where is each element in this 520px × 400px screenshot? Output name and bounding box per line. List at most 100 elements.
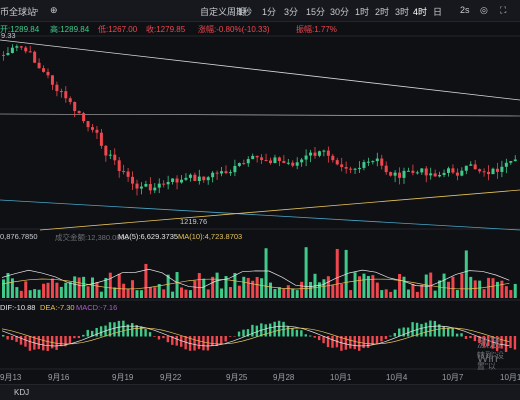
candle-body: [251, 155, 255, 160]
volume-bar: [286, 285, 290, 298]
candle-body: [326, 150, 330, 156]
candle-body: [166, 181, 170, 185]
macd-histogram-bar: [215, 336, 218, 347]
volume-bar: [411, 284, 415, 298]
volume-bar: [513, 283, 517, 298]
macd-histogram-bar: [455, 333, 459, 337]
volume-bar: [166, 274, 170, 298]
tab-30m[interactable]: 30分: [330, 7, 350, 17]
custom-period-button[interactable]: 自定义周期: [200, 7, 246, 17]
volume-bar: [269, 282, 272, 298]
volume-bar: [113, 287, 117, 298]
candle-body: [108, 154, 112, 156]
symbol-name[interactable]: 币全球站: [0, 7, 37, 17]
tab-2h[interactable]: 2时: [375, 7, 390, 17]
volume-bar: [215, 272, 219, 298]
windows-activation-hint: 转到"设置"以: [477, 351, 504, 371]
tab-3h[interactable]: 3时: [395, 7, 410, 17]
volume-bar: [504, 286, 508, 298]
candle-body: [269, 160, 272, 164]
search-icon[interactable]: ⌕: [34, 5, 40, 15]
volume-bar: [19, 290, 23, 298]
macd-histogram-bar: [113, 322, 116, 337]
macd-histogram-bar: [309, 335, 312, 337]
volume-bar: [384, 289, 388, 298]
candlestick-chart[interactable]: 9月13 9月16 9月19 9月22 9月25 9月28 10月1 10月4 10月7 10月1…: [0, 0, 520, 384]
candle-body: [358, 167, 361, 169]
candle-body: [313, 152, 317, 156]
candle-body: [122, 170, 126, 172]
macd-histogram-bar: [317, 336, 321, 341]
fullscreen-icon[interactable]: ⛶: [500, 5, 507, 15]
volume-bar: [15, 287, 19, 298]
candle-body: [153, 187, 157, 191]
candle-body: [82, 113, 86, 122]
candle-body: [139, 186, 143, 189]
tab-1h[interactable]: 1时: [355, 7, 370, 17]
macd-histogram-bar: [313, 336, 316, 338]
tab-3m[interactable]: 3分: [284, 7, 299, 17]
tab-15m[interactable]: 15分: [306, 7, 326, 17]
candle-body: [50, 75, 54, 85]
candle-body: [144, 183, 148, 187]
tab-1s[interactable]: 1秒: [238, 7, 253, 17]
high-value: 高:1289.84: [50, 25, 90, 34]
tab-1m[interactable]: 1分: [262, 7, 277, 17]
volume-bar: [415, 291, 419, 298]
volume-bar: [317, 282, 321, 298]
candle-body: [162, 183, 166, 185]
macd-histogram-bar: [411, 322, 414, 337]
volume-bar: [237, 285, 241, 298]
macd-histogram-bar: [180, 336, 183, 347]
candle-body: [500, 166, 504, 172]
candle-body: [77, 111, 81, 114]
candle-body: [438, 174, 442, 177]
volume-bar: [68, 282, 72, 298]
macd-label: MACD:-7.16: [76, 303, 118, 312]
volume-bar: [491, 278, 495, 298]
refresh-interval[interactable]: 2s: [460, 5, 470, 15]
x-axis-tick-label: 10月10: [500, 373, 520, 382]
volume-bar: [451, 276, 455, 298]
macd-histogram-bar: [366, 336, 370, 348]
candle-body: [264, 160, 268, 162]
macd-histogram-bar: [2, 335, 5, 337]
volume-bar: [371, 275, 375, 298]
volume-bar: [304, 247, 308, 298]
compare-icon[interactable]: ⊕: [50, 5, 58, 15]
candle-body: [117, 160, 121, 171]
macd-histogram-bar: [64, 336, 67, 347]
candle-body: [478, 169, 482, 172]
tab-kdj[interactable]: KDJ: [14, 388, 30, 397]
candle-body: [349, 168, 353, 170]
macd-histogram-bar: [131, 323, 134, 337]
macd-histogram-bar: [99, 326, 103, 337]
candle-body: [304, 155, 308, 160]
candle-body: [33, 51, 37, 63]
candle-body: [384, 165, 388, 173]
candle-body: [433, 173, 437, 177]
candle-body: [237, 163, 241, 166]
volume-bar: [55, 282, 59, 298]
volume-bar: [171, 291, 175, 298]
ma5-label: MA(5):6,629.3735: [118, 232, 179, 241]
volume-bar: [46, 282, 50, 298]
candle-body: [184, 177, 188, 180]
macd-histogram-bar: [153, 336, 156, 337]
candle-body: [406, 170, 410, 172]
candle-body: [291, 162, 295, 166]
macd-histogram-bar: [42, 336, 45, 351]
macd-histogram-bar: [340, 336, 343, 351]
macd-histogram-bar: [91, 330, 94, 337]
volume-bar: [500, 280, 504, 298]
volume-bar: [362, 273, 366, 298]
macd-histogram-bar: [15, 336, 18, 342]
macd-histogram-bar: [193, 336, 196, 351]
tab-1d[interactable]: 日: [433, 7, 443, 17]
volume-bar: [77, 277, 81, 298]
volume-bar: [28, 290, 32, 298]
volume-amount-label: 成交金额:12,380.0836: [55, 233, 129, 242]
tab-4h[interactable]: 4时: [413, 7, 428, 17]
camera-icon[interactable]: ◎: [480, 5, 488, 15]
macd-histogram-bar: [10, 336, 14, 341]
